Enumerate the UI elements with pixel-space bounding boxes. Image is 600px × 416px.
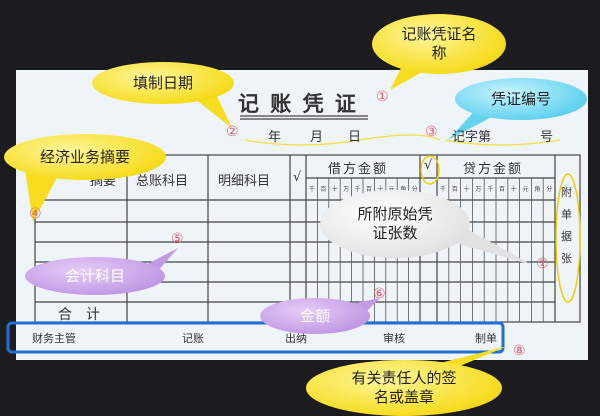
voucher-number-label: 记字第 <box>452 130 492 145</box>
signature-cashier: 出纳 <box>285 332 307 345</box>
signature-highlight-box <box>6 321 505 354</box>
signature-reviewer: 审核 <box>383 332 405 345</box>
date-day: 日 <box>348 130 362 145</box>
signature-bookkeeper: 记账 <box>182 332 204 345</box>
debit-digit-unit: 十 <box>331 186 338 193</box>
credit-digit-unit: 百 <box>451 186 458 193</box>
attachment-highlight <box>555 173 581 303</box>
credit-digit-unit: 百 <box>499 186 506 193</box>
credit-digit-unit: 万 <box>475 186 482 193</box>
callout-summary: 经济业务摘要 <box>4 134 166 180</box>
debit-digit-unit: 千 <box>309 186 316 193</box>
debit-digit-unit: 万 <box>343 186 350 193</box>
header-check-debit: √ <box>293 170 302 185</box>
signature-preparer: 制单 <box>475 332 497 345</box>
marker-1: ① <box>376 89 389 105</box>
debit-digit-unit: 分 <box>411 186 418 193</box>
marker-2: ② <box>226 124 239 140</box>
credit-digit-unit: 角 <box>534 186 541 193</box>
header-detail-ledger: 明细科目 <box>218 174 271 189</box>
callout-fill-date: 填制日期 <box>92 62 234 104</box>
header-check-credit: √ <box>424 158 433 173</box>
credit-digit-unit: 千 <box>440 186 447 193</box>
callout-signatures: 有关责任人的签名或盖章 <box>306 360 502 416</box>
marker-6: ⑥ <box>373 286 386 302</box>
header-attachments: 附单据张 <box>561 186 572 265</box>
header-general-ledger: 总账科目 <box>136 174 189 189</box>
debit-digit-unit: 十 <box>377 186 384 193</box>
signature-finance-manager: 财务主管 <box>32 332 76 345</box>
marker-4: ④ <box>29 206 42 222</box>
voucher-title: 记 账 凭 证 <box>238 91 358 116</box>
callout-voucher-name: 记账凭证名称 <box>372 14 506 74</box>
credit-digit-unit: 千 <box>487 186 494 193</box>
callout-accounts: 会计科目 <box>25 257 165 295</box>
marker-5: ⑤ <box>171 231 184 247</box>
header-credit: 贷方金额 <box>463 162 524 177</box>
callout-voucher-number: 凭证编号 <box>455 78 587 120</box>
callout-amount: 金额 <box>260 298 370 334</box>
debit-digit-unit: 角 <box>400 184 406 193</box>
voucher-number-suffix: 号 <box>540 130 554 145</box>
marker-8: ⑧ <box>513 343 526 359</box>
marker-3: ③ <box>425 124 438 140</box>
callout-attachments: 所附原始凭证张数 <box>320 190 470 258</box>
date-year: 年 <box>268 130 282 145</box>
table-border <box>34 154 581 323</box>
debit-digit-unit: 百 <box>366 186 373 193</box>
credit-digit-unit: 元 <box>522 186 529 193</box>
check-highlight <box>420 155 440 185</box>
credit-digit-unit: 十 <box>510 186 517 193</box>
debit-digit-unit: 千 <box>354 186 361 193</box>
debit-digit-unit: 百 <box>320 186 327 193</box>
credit-digit-unit: 分 <box>546 186 553 193</box>
credit-digit-unit: 十 <box>463 186 470 193</box>
debit-digit-unit: 元 <box>389 184 395 193</box>
date-month: 月 <box>310 130 324 145</box>
header-debit: 借方金额 <box>328 162 389 177</box>
total-label: 合 计 <box>58 307 100 323</box>
marker-7: ⑦ <box>536 256 549 272</box>
